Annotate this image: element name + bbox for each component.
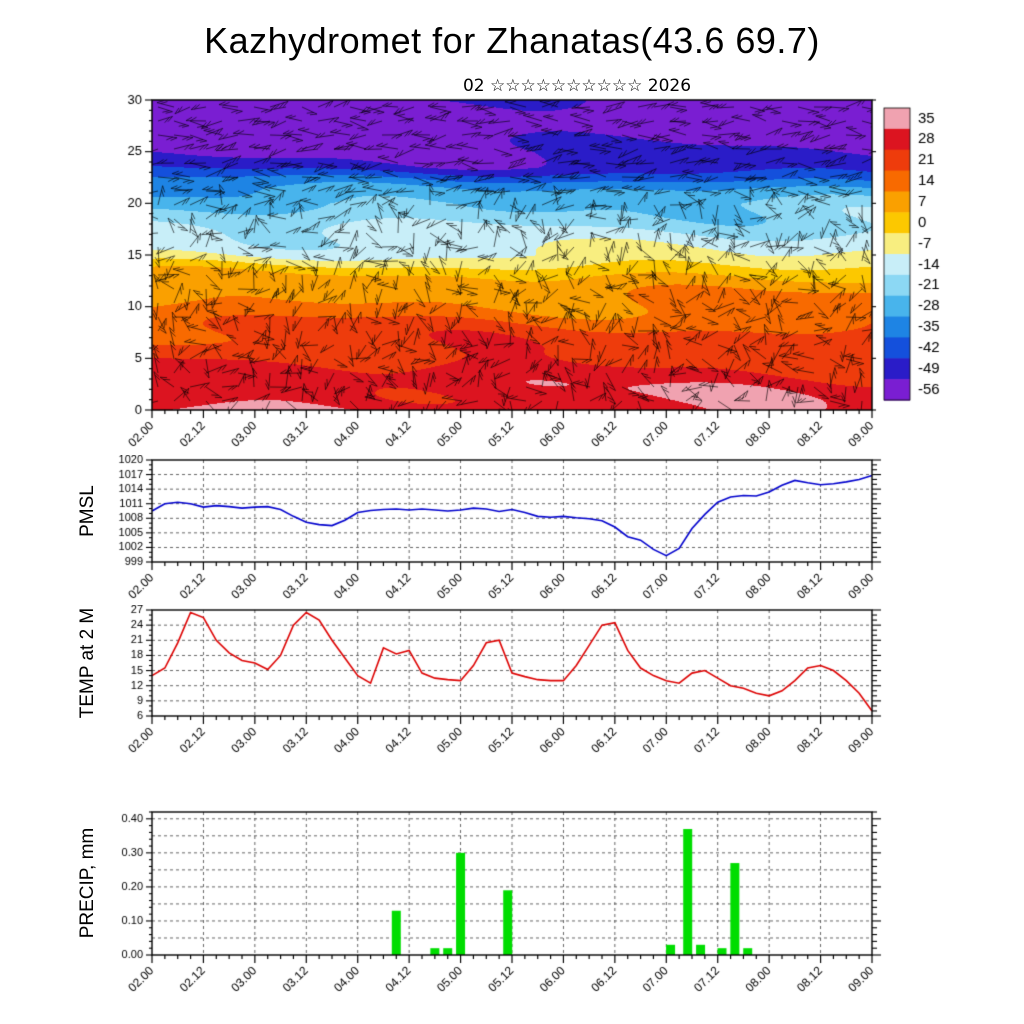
cross-section-chart	[0, 92, 1024, 454]
valid-date-label: 02 ☆☆☆☆☆☆☆☆☆☆ 2026	[462, 76, 692, 96]
page-title: Kazhydromet for Zhanatas(43.6 69.7)	[204, 20, 820, 61]
precip-chart	[0, 798, 1024, 1003]
pmsl-chart	[0, 455, 1024, 605]
temp2m-chart	[0, 605, 1024, 760]
